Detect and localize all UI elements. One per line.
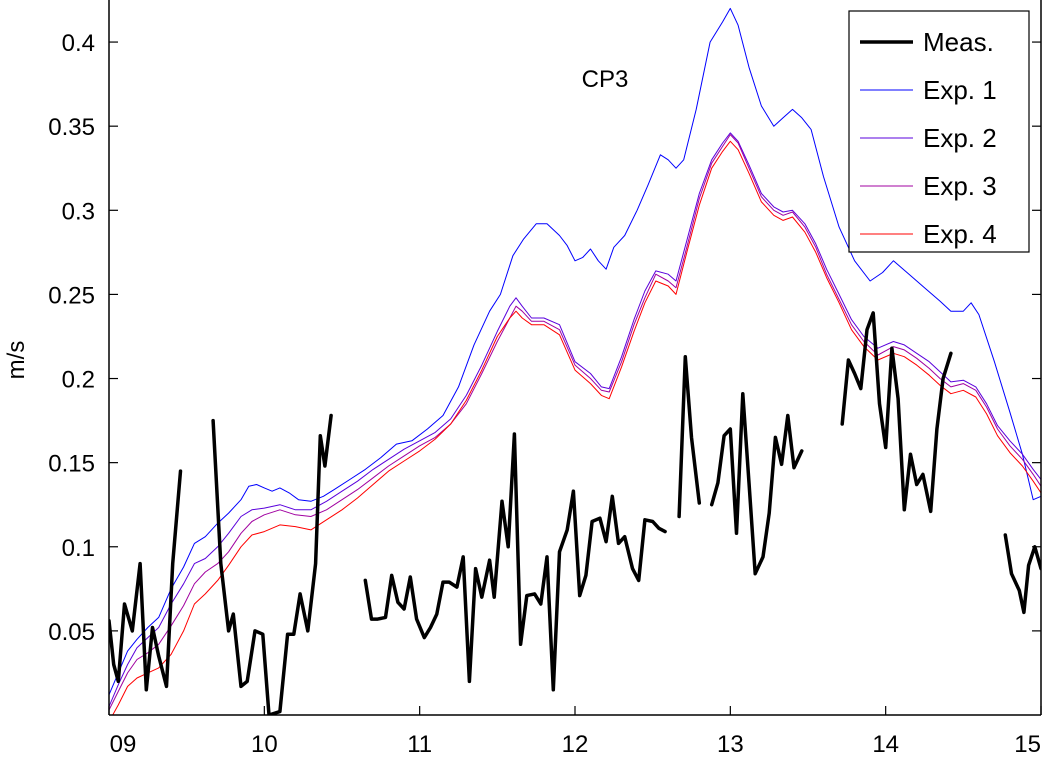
legend-label: Exp. 1 — [923, 75, 997, 105]
series-line-exp-3 — [109, 134, 1041, 711]
legend: Meas. Exp. 1 Exp. 2 Exp. 3 Exp. 4 — [848, 10, 1030, 253]
series-line-exp-1 — [109, 7, 1041, 696]
y-tick-label: 0.3 — [62, 198, 95, 225]
legend-label: Exp. 4 — [923, 219, 997, 249]
legend-items: Meas. Exp. 1 Exp. 2 Exp. 3 Exp. 4 — [860, 27, 997, 249]
x-ticks: 09 10 11 12 13 14 15 — [108, 706, 1042, 758]
series-line-meas — [677, 354, 702, 519]
y-tick-label: 0.25 — [48, 282, 95, 309]
series-line-meas — [211, 413, 333, 715]
legend-box — [848, 10, 1030, 253]
y-tick-label: 0.05 — [48, 619, 95, 646]
y-tick-label: 0.2 — [62, 367, 95, 394]
series-line-meas — [109, 469, 183, 692]
y-tick-label: 0.4 — [62, 30, 95, 57]
series-line-meas — [363, 432, 667, 692]
x-tick-label: 09 — [110, 731, 137, 758]
series-line-meas — [709, 391, 804, 576]
series-line-exp-4 — [112, 140, 1041, 715]
legend-label: Meas. — [923, 27, 994, 57]
y-tick-label: 0.15 — [48, 451, 95, 478]
x-tick-label: 13 — [717, 731, 744, 758]
series-line-exp-2 — [109, 132, 1041, 708]
axes: 0.05 0.1 0.15 0.2 0.25 0.3 0.35 0.4 09 10 11 12 13 1… — [48, 0, 1042, 758]
y-tick-label: 0.35 — [48, 114, 95, 141]
x-tick-label: 15 — [1014, 731, 1041, 758]
x-tick-label: 14 — [872, 731, 899, 758]
y-ticks: 0.05 0.1 0.15 0.2 0.25 0.3 0.35 0.4 — [48, 30, 1041, 646]
legend-label: Exp. 3 — [923, 171, 997, 201]
x-tick-label: 10 — [251, 731, 278, 758]
y-axis-label: m/s — [3, 341, 30, 380]
x-tick-label: 12 — [562, 731, 589, 758]
legend-label: Exp. 2 — [923, 123, 997, 153]
x-tick-label: 11 — [407, 731, 432, 758]
series-line-meas — [840, 311, 953, 514]
chart-title: CP3 — [582, 66, 629, 93]
y-tick-label: 0.1 — [62, 535, 95, 562]
